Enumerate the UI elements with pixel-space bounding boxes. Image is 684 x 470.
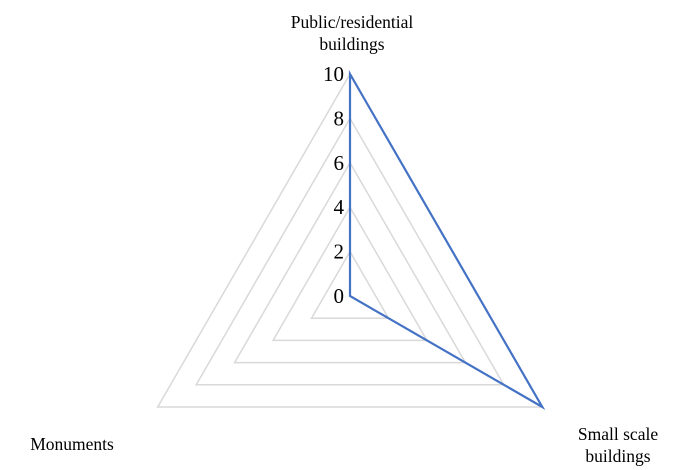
- tick-label-6: 6: [334, 151, 345, 175]
- series-lines: [348, 69, 546, 411]
- category-label-line: Small scale: [578, 424, 658, 444]
- category-label-line: Monuments: [30, 434, 114, 454]
- category-label-line: Public/residential: [291, 12, 414, 32]
- series-line-1: [348, 69, 546, 411]
- grid-ring-4: [271, 205, 429, 342]
- category-label-2: Small scale buildings: [578, 424, 658, 466]
- tick-label-0: 0: [334, 284, 345, 308]
- category-label-1: Public/residential buildings: [291, 12, 414, 54]
- tick-label-10: 10: [323, 62, 344, 86]
- grid-ring-6: [233, 161, 467, 364]
- grid-ring-8: [194, 116, 506, 386]
- category-label-line: buildings: [585, 446, 650, 466]
- tick-labels: 0 2 4 6 8 10: [323, 62, 345, 308]
- tick-label-8: 8: [334, 106, 345, 130]
- tick-label-4: 4: [334, 195, 345, 219]
- grid-ring-2: [310, 250, 390, 319]
- tick-label-2: 2: [334, 240, 345, 264]
- category-label-3: Monuments: [30, 434, 114, 454]
- category-label-line: buildings: [319, 34, 384, 54]
